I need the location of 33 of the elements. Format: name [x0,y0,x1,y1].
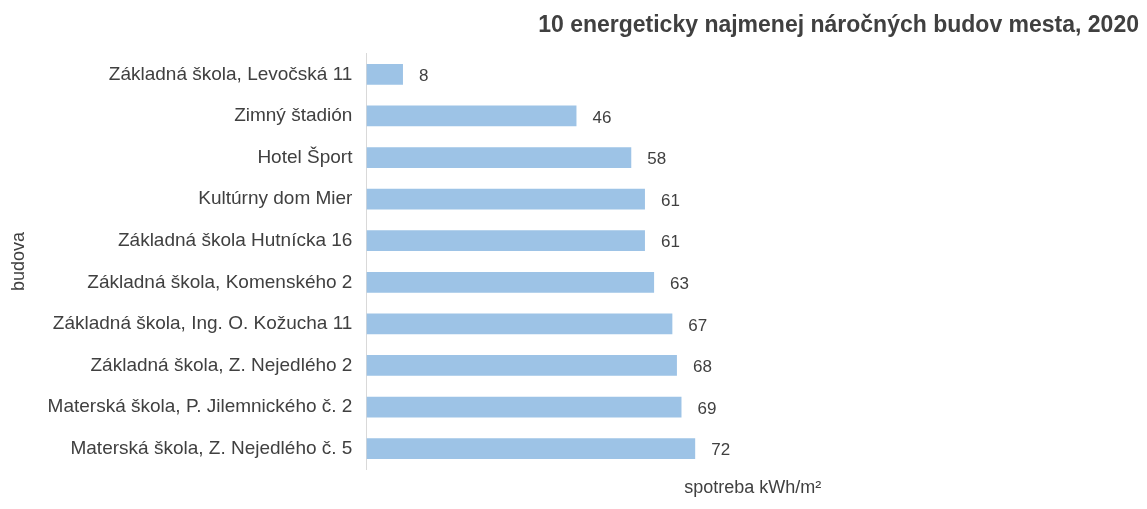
y-tick-label: Materská škola, P. Jilemnického č. 2 [47,395,353,417]
data-label: 61 [660,232,680,252]
data-label: 8 [418,66,429,86]
y-tick-label: Základná škola Hutnícka 16 [117,228,353,250]
y-tick-label: Základná škola, Z. Nejedlého 2 [90,353,353,375]
data-label: 63 [670,273,690,293]
y-tick-label: Zimný štadión [234,104,353,126]
bar [366,64,403,85]
bar [366,147,632,168]
bar [366,313,673,335]
data-label: 67 [688,315,708,335]
bar [366,271,655,293]
bar [366,396,682,418]
bar [366,355,677,376]
y-tick-label: Materská škola, Z. Nejedlého č. 5 [70,436,353,458]
y-tick-label: Základná škola, Ing. O. Kožucha 11 [52,312,353,334]
bar [366,188,645,210]
y-tick-label: Hotel Šport [257,145,354,167]
text: 10 energeticky najmenej náročných budov mesta, 2020 [538,11,1139,38]
y-tick-label: Kultúrny dom Mier [198,187,354,209]
x-axis-title: spotreba kWh/m² [684,477,822,498]
data-label: 58 [647,149,667,169]
bar [366,105,577,127]
data-label: 72 [711,440,731,460]
bar [366,230,645,252]
y-tick-label: Základná škola, Levočská 11 [108,62,353,84]
data-label: 61 [660,190,680,210]
data-label: 69 [697,398,717,418]
y-axis-title: budova [7,230,28,292]
bar [366,438,696,460]
y-tick-label: Základná škola, Komenského 2 [87,270,353,292]
data-label: 46 [592,107,612,127]
data-label: 68 [692,357,712,377]
